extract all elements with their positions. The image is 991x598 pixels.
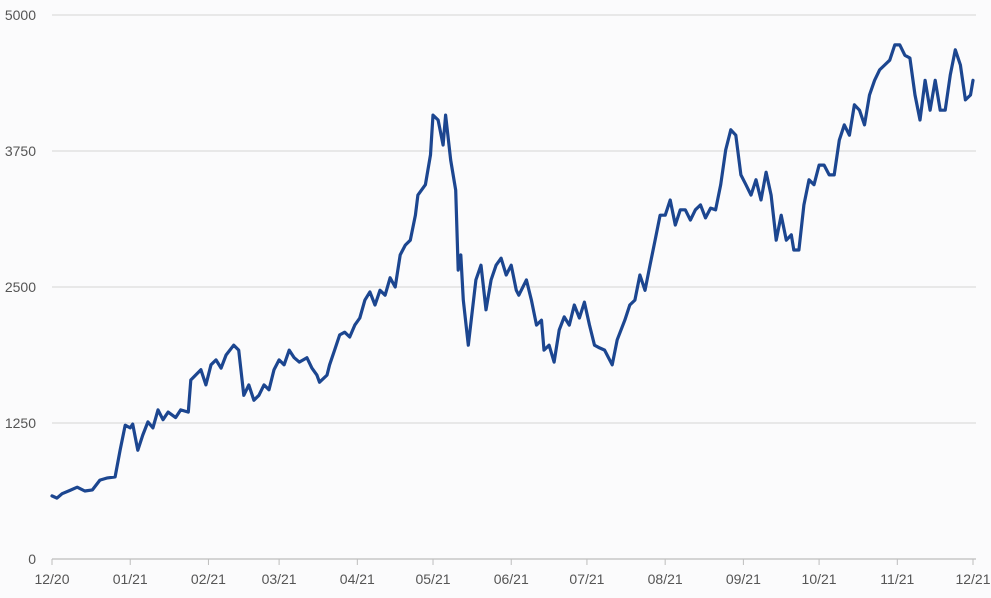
x-tick-label: 08/21 — [648, 571, 683, 587]
y-tick-label: 0 — [28, 551, 36, 567]
y-tick-label: 2500 — [5, 279, 36, 295]
x-tick-label: 06/21 — [494, 571, 529, 587]
x-tick-label: 01/21 — [113, 571, 148, 587]
x-tick-label: 11/21 — [880, 571, 914, 587]
y-tick-label: 3750 — [5, 143, 36, 159]
x-tick-label: 02/21 — [191, 571, 226, 587]
x-axis: 12/20 01/21 02/21 03/21 04/21 05/21 06/21 07/21… — [34, 559, 991, 587]
x-tick-label: 03/21 — [262, 571, 297, 587]
x-tick-label: 07/21 — [569, 571, 604, 587]
x-tick-label: 05/21 — [415, 571, 450, 587]
series-group — [50, 43, 975, 500]
x-tick-label: 10/21 — [802, 571, 837, 587]
y-tick-label: 1250 — [5, 415, 36, 431]
x-tick-label: 09/21 — [726, 571, 761, 587]
x-tick-label: 12/21 — [955, 571, 990, 587]
y-axis: 0 1250 2500 3750 5000 — [5, 7, 36, 567]
y-tick-label: 5000 — [5, 7, 36, 23]
x-tick-label: 12/20 — [34, 571, 69, 587]
series-line — [50, 43, 975, 500]
x-tick-label: 04/21 — [340, 571, 375, 587]
